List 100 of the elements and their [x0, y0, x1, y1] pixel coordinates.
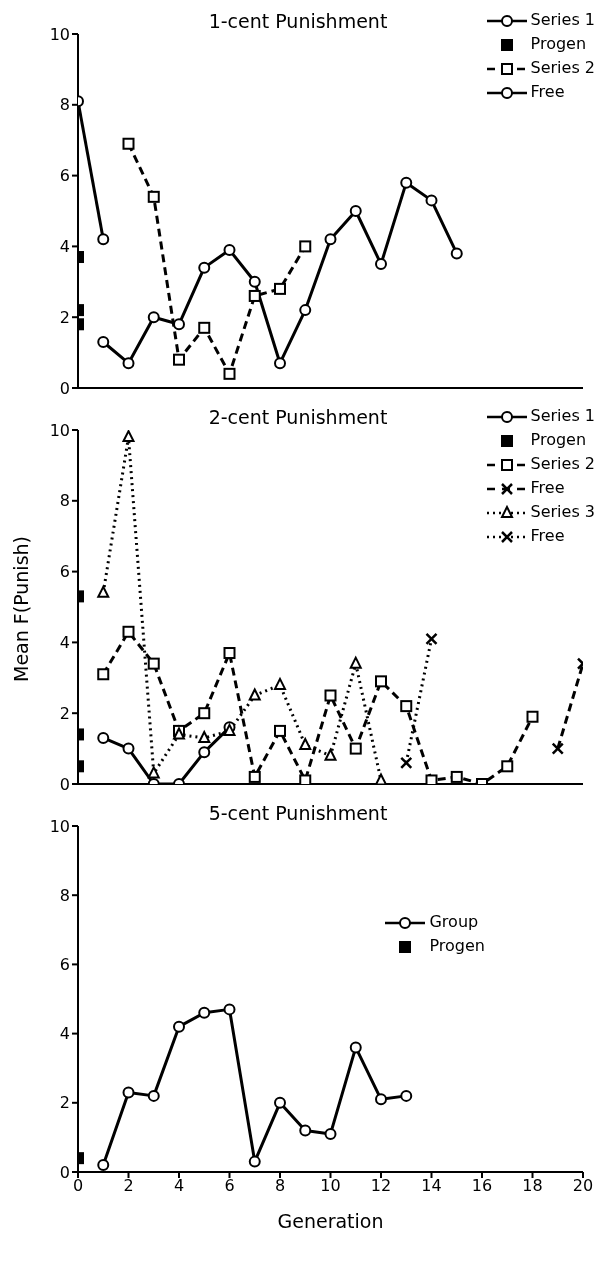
legend-label: Progen [530, 34, 587, 53]
x-tick-label: 14 [421, 1176, 442, 1196]
x-tick-label: 10 [320, 1176, 341, 1196]
point [299, 240, 312, 253]
point [97, 1159, 110, 1172]
y-tick-label: 0 [59, 774, 70, 794]
point [223, 243, 236, 256]
point [173, 1020, 185, 1033]
x-axis-title: Generation [277, 1210, 384, 1232]
legend-label: Series 2 [530, 58, 595, 77]
y-tick-label: 8 [59, 95, 70, 115]
y-tick-label: 2 [59, 703, 70, 723]
point [173, 353, 185, 366]
y-tick-label: 10 [49, 24, 70, 44]
point [198, 707, 211, 720]
point [173, 318, 185, 331]
x-tick-label: 16 [471, 1176, 493, 1196]
point [400, 176, 413, 189]
legend-label: Series 3 [530, 502, 595, 521]
point [349, 656, 362, 669]
point [248, 275, 261, 288]
y-tick-label: 4 [59, 1024, 70, 1044]
x-tick-label: 8 [274, 1176, 286, 1196]
point [400, 1089, 413, 1102]
point [274, 282, 286, 295]
chart-title: 2-cent Punishment [207, 406, 389, 428]
point [324, 748, 337, 761]
y-tick-label: 10 [49, 420, 70, 440]
point [97, 585, 110, 598]
point [147, 1089, 160, 1102]
x-tick-label: 18 [522, 1176, 543, 1196]
point [375, 1093, 387, 1106]
point [324, 233, 337, 246]
point [274, 1096, 286, 1109]
y-tick-label: 10 [49, 816, 70, 836]
point [198, 261, 211, 274]
legend-label: Free [530, 82, 565, 101]
point [274, 677, 286, 690]
point [122, 742, 135, 755]
y-axis-title: Mean F(Punish) [10, 536, 32, 682]
point [147, 190, 160, 203]
point [526, 710, 539, 723]
point [400, 700, 413, 713]
legend-label: Progen [530, 430, 587, 449]
legend-label: Series 1 [530, 406, 595, 425]
x-tick-label: 20 [572, 1176, 594, 1196]
point [122, 1086, 135, 1099]
point [97, 731, 110, 744]
point [147, 311, 160, 324]
y-tick-label: 2 [59, 1093, 70, 1113]
point [122, 357, 135, 370]
point [122, 625, 135, 638]
point [501, 760, 514, 773]
point [299, 1124, 312, 1137]
y-tick-label: 6 [59, 955, 70, 975]
y-tick-label: 2 [59, 307, 70, 327]
x-tick-label: 6 [224, 1176, 235, 1196]
legend-label: Series 2 [530, 454, 595, 473]
y-tick-label: 0 [59, 1162, 70, 1182]
point [349, 205, 362, 217]
point [425, 774, 438, 784]
point [248, 770, 261, 783]
point [450, 247, 463, 260]
legend-label: Progen [429, 936, 485, 955]
legend-label: Free [530, 478, 565, 497]
point [375, 258, 387, 271]
point [97, 335, 110, 348]
y-tick-label: 4 [59, 633, 70, 653]
y-tick-label: 6 [59, 166, 70, 186]
y-tick-label: 6 [59, 562, 70, 582]
point [400, 756, 413, 770]
point [349, 1041, 362, 1054]
point [425, 632, 438, 646]
legend-label: Series 1 [530, 10, 595, 29]
legend-label: Group [429, 912, 479, 931]
point [324, 689, 337, 702]
point [147, 657, 160, 670]
point [223, 647, 236, 660]
point [198, 1006, 211, 1019]
point [122, 137, 135, 150]
point [97, 668, 110, 681]
point [248, 1155, 261, 1168]
y-tick-label: 0 [59, 378, 70, 398]
point [223, 367, 236, 380]
point [248, 289, 261, 302]
point [248, 688, 261, 701]
point [274, 724, 286, 737]
x-tick-label: 4 [173, 1176, 185, 1196]
point [299, 774, 312, 784]
x-tick-label: 2 [123, 1176, 134, 1196]
y-tick-label: 4 [59, 237, 70, 257]
point [122, 430, 135, 443]
legend-label: Free [530, 526, 565, 545]
point [375, 675, 387, 688]
point [198, 746, 211, 759]
point [425, 194, 438, 207]
chart-title: 1-cent Punishment [207, 10, 389, 32]
y-tick-label: 8 [59, 491, 70, 511]
x-tick-label: 0 [72, 1176, 84, 1196]
x-tick-label: 12 [370, 1176, 392, 1196]
